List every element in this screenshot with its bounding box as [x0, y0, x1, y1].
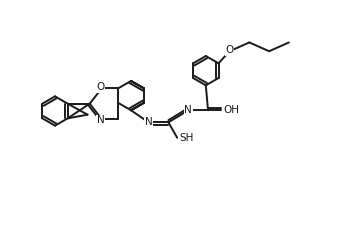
Text: OH: OH	[223, 105, 239, 115]
Text: SH: SH	[179, 133, 194, 143]
Text: N: N	[184, 105, 192, 115]
Text: N: N	[145, 117, 152, 127]
Text: N: N	[97, 115, 105, 125]
Text: O: O	[225, 45, 234, 55]
Text: O: O	[97, 82, 105, 92]
